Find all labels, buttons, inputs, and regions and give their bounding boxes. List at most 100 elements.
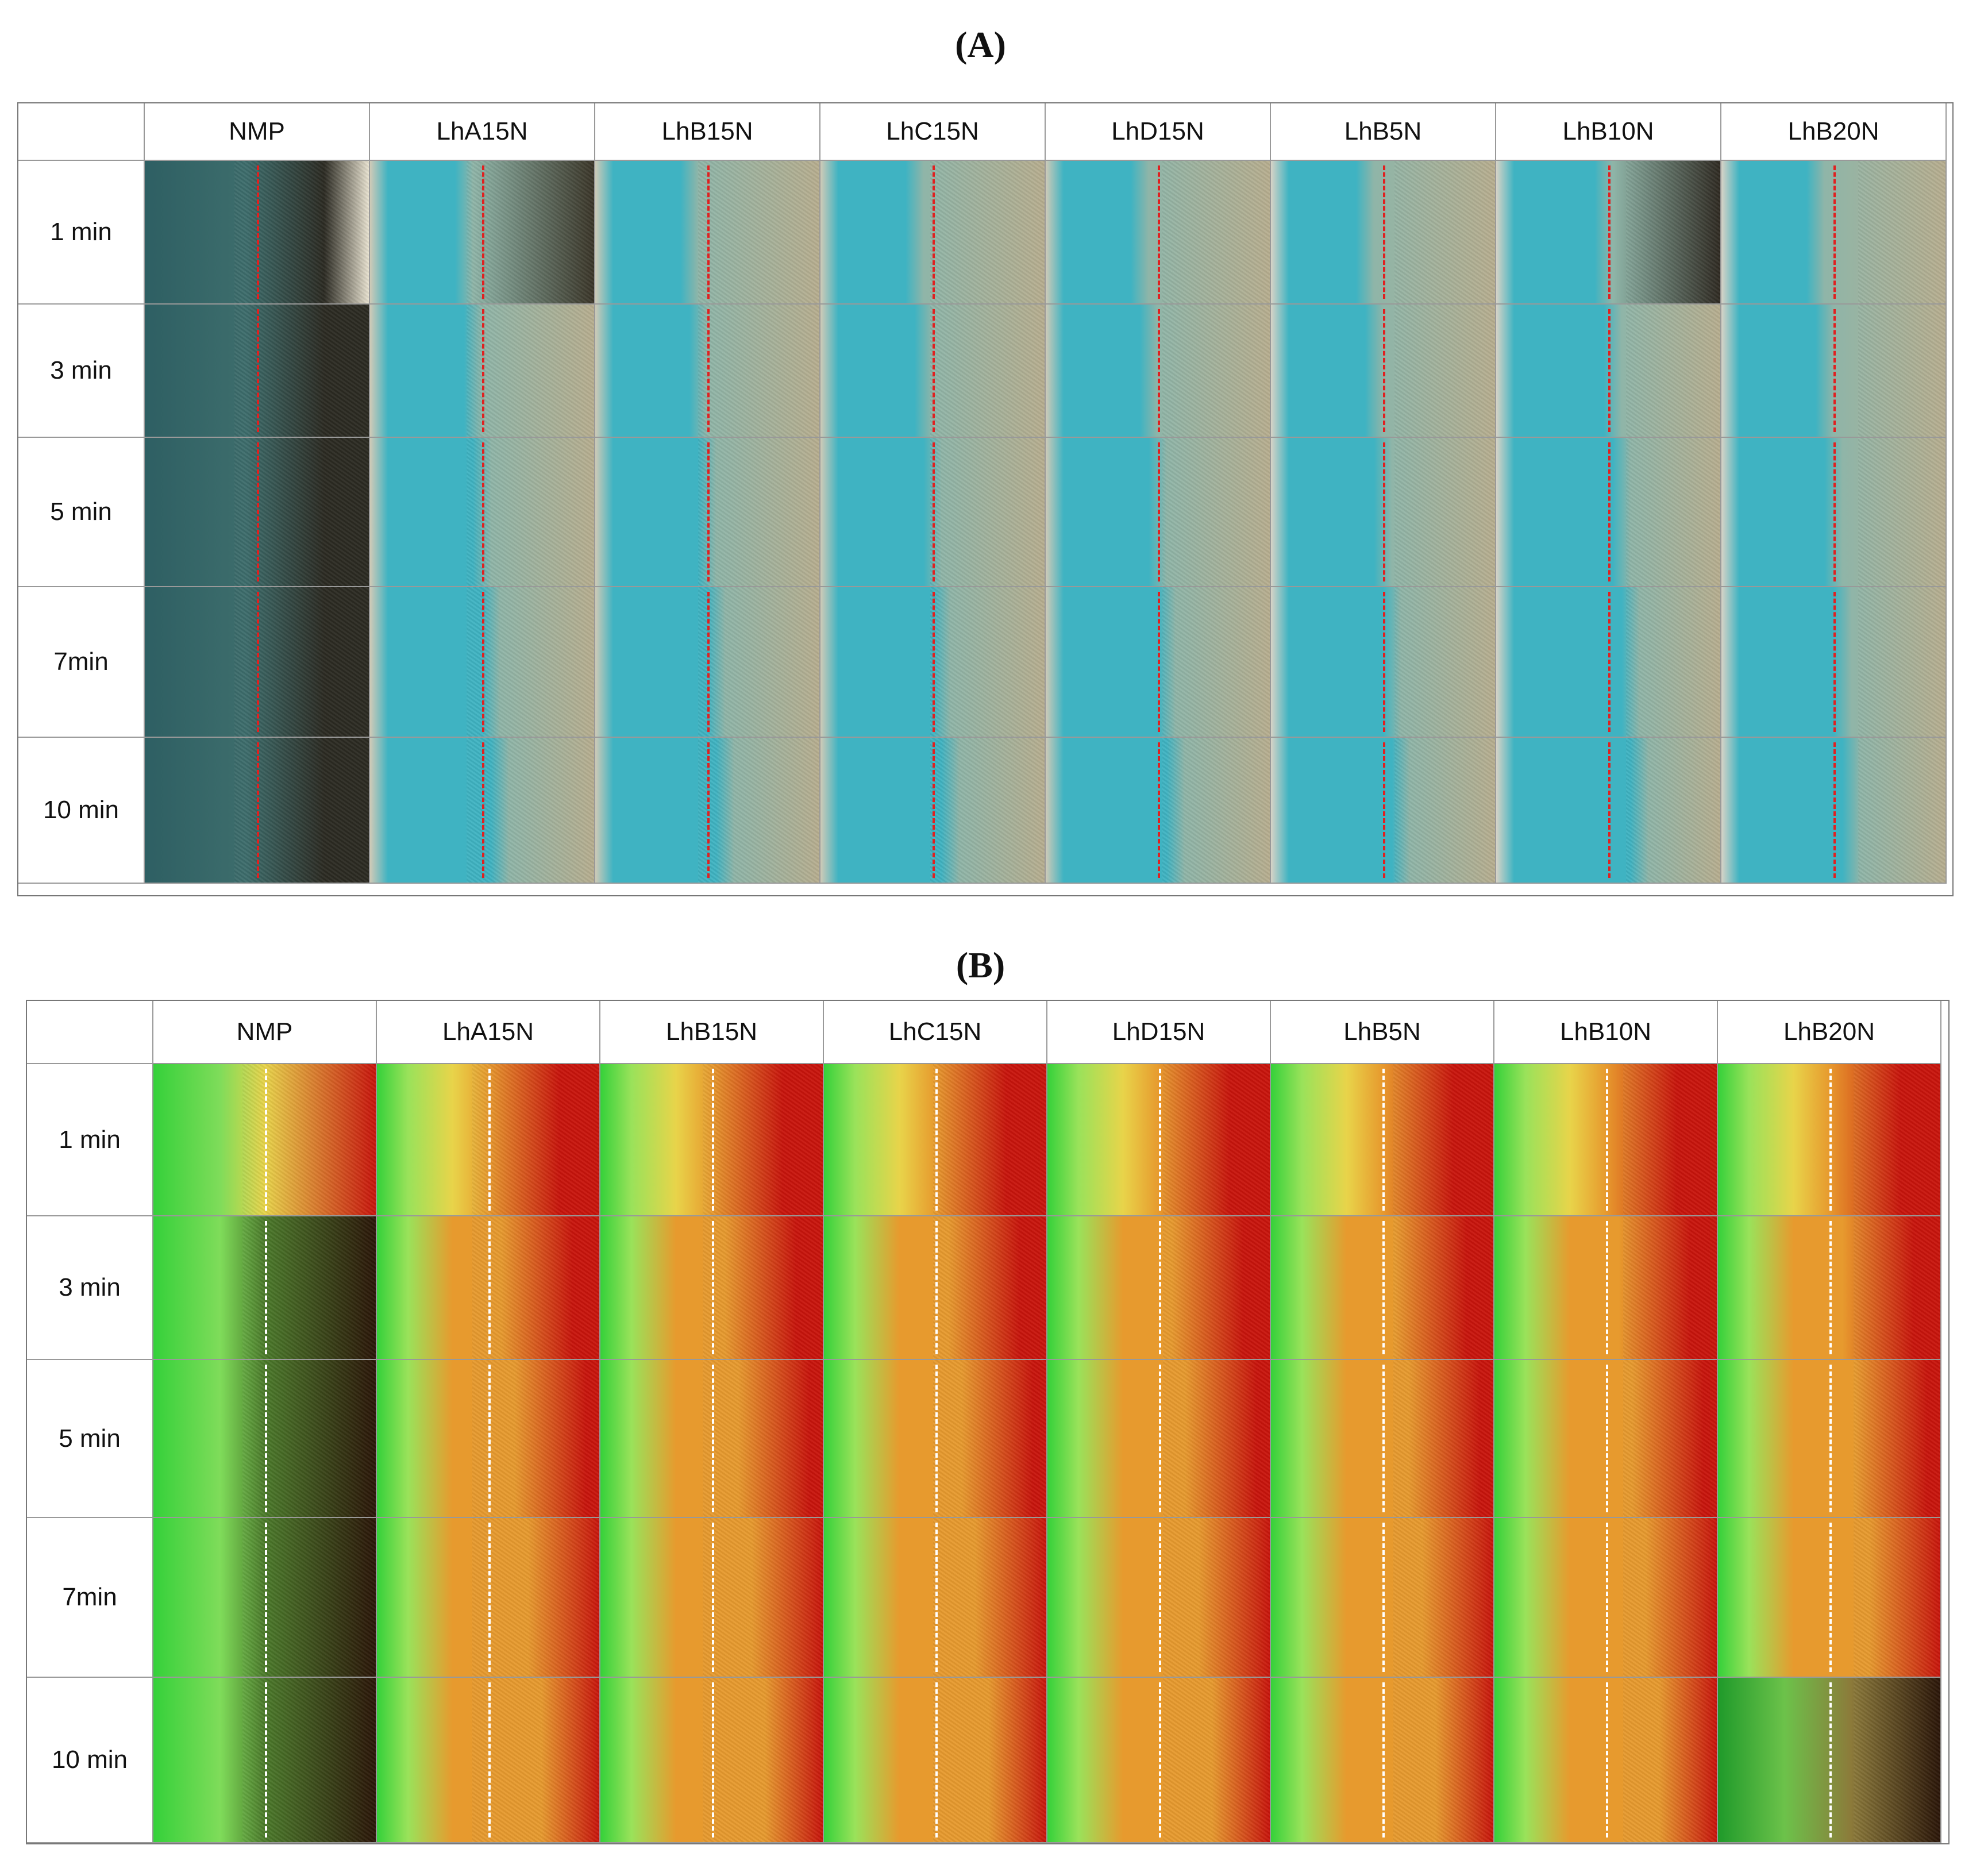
guide-line bbox=[1383, 309, 1385, 432]
texture-overlay bbox=[234, 161, 369, 303]
texture-overlay bbox=[1162, 161, 1270, 303]
texture-overlay bbox=[930, 438, 1045, 586]
guide-line bbox=[488, 1365, 491, 1512]
panel_b-row-1: 3 min bbox=[27, 1216, 1948, 1360]
texture-overlay bbox=[1626, 587, 1720, 737]
texture-overlay bbox=[466, 438, 594, 586]
texture-overlay bbox=[1858, 305, 1945, 437]
guide-line bbox=[1158, 442, 1160, 581]
texture-overlay bbox=[1162, 438, 1270, 586]
texture-overlay bbox=[1394, 161, 1495, 303]
panel_a-row-label: 7min bbox=[18, 587, 145, 738]
panel_b-micrograph-lhb5n-r1 bbox=[1271, 1216, 1494, 1360]
texture-overlay bbox=[1163, 1518, 1270, 1677]
guide-line bbox=[707, 309, 710, 432]
texture-overlay bbox=[1623, 1216, 1717, 1359]
texture-overlay bbox=[1626, 161, 1720, 303]
guide-line bbox=[1833, 742, 1836, 878]
panel_a-micrograph-nmp-r3 bbox=[145, 587, 370, 738]
panel_b-micrograph-lhd15n-r4 bbox=[1047, 1678, 1271, 1843]
texture-overlay bbox=[1626, 738, 1720, 883]
guide-line bbox=[1158, 309, 1160, 432]
panel_b-micrograph-lha15n-r1 bbox=[377, 1216, 600, 1360]
panel_b-micrograph-lhb20n-r0 bbox=[1718, 1064, 1941, 1216]
guide-line bbox=[1158, 1069, 1161, 1211]
panel_a-corner-cell bbox=[18, 103, 145, 161]
panel_b-micrograph-nmp-r1 bbox=[153, 1216, 377, 1360]
panel_b-column-header-lha15n: LhA15N bbox=[377, 1001, 600, 1064]
panel_b-micrograph-lhb20n-r4 bbox=[1718, 1678, 1941, 1843]
guide-line bbox=[935, 1221, 938, 1354]
guide-line bbox=[1829, 1365, 1832, 1512]
panel_a-micrograph-lhb15n-r3 bbox=[595, 587, 820, 738]
guide-line bbox=[264, 1221, 267, 1354]
texture-overlay bbox=[1162, 738, 1270, 883]
texture-overlay bbox=[242, 1216, 376, 1359]
texture-overlay bbox=[698, 738, 819, 883]
texture-overlay bbox=[933, 1216, 1046, 1359]
texture-overlay bbox=[1854, 1216, 1940, 1359]
texture-overlay bbox=[1163, 1064, 1270, 1215]
texture-overlay bbox=[1394, 587, 1495, 737]
texture-overlay bbox=[466, 738, 594, 883]
panel_b-micrograph-lha15n-r2 bbox=[377, 1360, 600, 1518]
panel_b-micrograph-nmp-r4 bbox=[153, 1678, 377, 1843]
panel_a-row-label: 5 min bbox=[18, 438, 145, 587]
panel_a-column-header-nmp: NMP bbox=[145, 103, 370, 161]
panel_a-column-header-lhc15n: LhC15N bbox=[820, 103, 1046, 161]
guide-line bbox=[711, 1221, 714, 1354]
guide-line bbox=[257, 442, 259, 581]
guide-line bbox=[711, 1682, 714, 1838]
panel_b-row-0: 1 min bbox=[27, 1064, 1948, 1216]
panel_a-row-2: 5 min bbox=[18, 438, 1952, 587]
texture-overlay bbox=[1623, 1678, 1717, 1842]
panel_b-column-header-nmp: NMP bbox=[153, 1001, 377, 1064]
panel_a-micrograph-lhb15n-r1 bbox=[595, 305, 820, 438]
texture-overlay bbox=[234, 587, 369, 737]
guide-line bbox=[707, 742, 710, 878]
guide-line bbox=[933, 592, 935, 732]
texture-overlay bbox=[472, 1216, 599, 1359]
guide-line bbox=[935, 1682, 938, 1838]
panel_b-micrograph-lhb15n-r4 bbox=[600, 1678, 824, 1843]
guide-line bbox=[1382, 1365, 1385, 1512]
panel_a-column-header-lhb5n: LhB5N bbox=[1271, 103, 1496, 161]
panel_b-micrograph-lhb20n-r2 bbox=[1718, 1360, 1941, 1518]
guide-line bbox=[1833, 592, 1836, 732]
panel_a-row-label: 1 min bbox=[18, 161, 145, 305]
texture-overlay bbox=[466, 587, 594, 737]
texture-overlay bbox=[234, 438, 369, 586]
panel_b-micrograph-nmp-r0 bbox=[153, 1064, 377, 1216]
panel_b-column-header-lhd15n: LhD15N bbox=[1047, 1001, 1271, 1064]
guide-line bbox=[711, 1069, 714, 1211]
guide-line bbox=[1382, 1221, 1385, 1354]
panel_a-row-4: 10 min bbox=[18, 738, 1952, 884]
panel_a-row-3: 7min bbox=[18, 587, 1952, 738]
texture-overlay bbox=[472, 1518, 599, 1677]
panel_a-micrograph-nmp-r2 bbox=[145, 438, 370, 587]
panel_b-column-header-lhb10n: LhB10N bbox=[1494, 1001, 1718, 1064]
texture-overlay bbox=[234, 305, 369, 437]
panel_a-micrograph-lhb20n-r4 bbox=[1721, 738, 1947, 884]
panel_a-micrograph-lha15n-r4 bbox=[370, 738, 595, 884]
panel_b-micrograph-lhd15n-r0 bbox=[1047, 1064, 1271, 1216]
panel_a-micrograph-lhc15n-r1 bbox=[820, 305, 1046, 438]
guide-line bbox=[1608, 442, 1611, 581]
panel_b-row-3: 7min bbox=[27, 1518, 1948, 1678]
guide-line bbox=[1158, 1365, 1161, 1512]
panel_a-micrograph-lhb15n-r0 bbox=[595, 161, 820, 305]
guide-line bbox=[488, 1523, 491, 1672]
texture-overlay bbox=[1163, 1216, 1270, 1359]
panel_a-micrograph-lhb10n-r3 bbox=[1496, 587, 1721, 738]
guide-line bbox=[1829, 1523, 1832, 1672]
texture-overlay bbox=[930, 587, 1045, 737]
guide-line bbox=[1158, 742, 1160, 878]
panel_b-micrograph-lhc15n-r3 bbox=[824, 1518, 1047, 1678]
panel_b-micrograph-lhc15n-r4 bbox=[824, 1678, 1047, 1843]
texture-overlay bbox=[472, 1064, 599, 1215]
panel_a-micrograph-nmp-r1 bbox=[145, 305, 370, 438]
guide-line bbox=[264, 1523, 267, 1672]
texture-overlay bbox=[1163, 1678, 1270, 1842]
panel_b-micrograph-lhc15n-r0 bbox=[824, 1064, 1047, 1216]
panel_a-micrograph-lhc15n-r2 bbox=[820, 438, 1046, 587]
